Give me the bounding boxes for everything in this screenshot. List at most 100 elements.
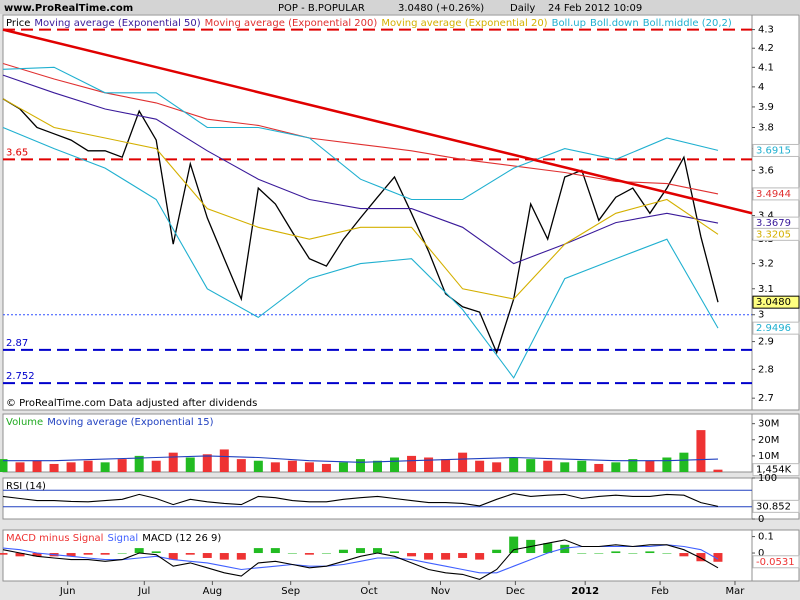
end-label: 3.6915 <box>756 145 791 156</box>
bar <box>492 549 502 554</box>
bar <box>492 462 502 472</box>
y-tick-label: 0 <box>758 548 764 559</box>
bar <box>407 455 417 472</box>
bar <box>458 452 468 472</box>
y-tick-label: 10M <box>758 451 779 462</box>
end-label-box <box>752 499 800 513</box>
bar <box>679 452 689 472</box>
bar <box>441 459 451 472</box>
trendline <box>2 28 753 215</box>
bar <box>355 548 365 554</box>
bar <box>270 548 280 554</box>
legend-entry: Boll.down <box>590 18 639 29</box>
end-label: 3.0480 <box>756 297 791 308</box>
y-tick-label: 3.8 <box>758 123 774 134</box>
bar <box>560 544 570 554</box>
bar <box>509 457 519 472</box>
panel <box>2 477 753 520</box>
bar <box>577 553 587 554</box>
series-line <box>2 98 719 355</box>
y-tick-label: 4 <box>758 82 764 93</box>
bar <box>117 553 127 554</box>
legend-entry: Boll.up <box>552 18 586 29</box>
end-label: 3.3679 <box>756 218 791 229</box>
bar <box>338 462 348 472</box>
x-tick-label: Jul <box>137 586 150 597</box>
y-tick-label: 3.2 <box>758 259 774 270</box>
panel <box>2 529 753 582</box>
bar <box>202 454 212 472</box>
bar <box>49 463 59 472</box>
bar <box>338 549 348 554</box>
end-label-box <box>752 295 800 309</box>
y-tick-label: 2.9 <box>758 337 774 348</box>
bar <box>168 553 178 560</box>
bar <box>15 462 25 472</box>
end-label: 2.9496 <box>756 323 791 334</box>
y-tick-label: 3.1 <box>758 284 774 295</box>
bar <box>475 553 485 560</box>
bar <box>441 553 451 560</box>
bar <box>321 553 331 554</box>
bar <box>15 553 25 557</box>
legend-entry: Volume <box>6 417 43 428</box>
bar <box>0 553 8 555</box>
bar <box>100 462 110 472</box>
bar <box>100 553 110 555</box>
y-tick-label: 2.7 <box>758 393 774 404</box>
bar <box>151 460 161 472</box>
bar <box>679 553 689 557</box>
bar <box>321 463 331 472</box>
bar <box>83 460 93 472</box>
x-tick-label: Aug <box>203 586 223 597</box>
legend-entry: RSI (14) <box>6 481 46 492</box>
end-label: -0.0531 <box>756 557 795 568</box>
bar <box>287 460 297 472</box>
y-tick-label: 0.1 <box>758 532 774 543</box>
bar <box>509 536 519 554</box>
bar <box>696 430 706 472</box>
legend-entry: Price <box>6 18 30 29</box>
bar <box>390 551 400 554</box>
bar <box>458 553 468 558</box>
bar <box>253 460 263 472</box>
bar <box>219 553 229 560</box>
bar <box>0 459 8 472</box>
level-label: 3.65 <box>6 147 28 158</box>
legend-entry: Moving average (Exponential 50) <box>34 18 200 29</box>
legend-entry: Boll.middle (20,2) <box>643 18 732 29</box>
y-tick-label: 3.9 <box>758 102 774 113</box>
legend-entry: MACD (12 26 9) <box>142 533 221 544</box>
timestamp: 24 Feb 2012 10:09 <box>548 3 642 14</box>
end-label-box <box>752 227 800 241</box>
end-label-box <box>752 463 800 477</box>
footnote: © ProRealTime.com Data adjusted after di… <box>6 398 257 409</box>
bar <box>253 548 263 554</box>
legend-entry: Moving average (Exponential 20) <box>381 18 547 29</box>
bar <box>475 460 485 472</box>
bar <box>66 462 76 472</box>
y-tick-label: 0 <box>758 514 764 525</box>
bar <box>594 463 604 472</box>
legend-entry: MACD minus Signal <box>6 533 103 544</box>
end-label-box <box>752 321 800 335</box>
y-tick-label: 3.4 <box>758 211 774 222</box>
x-tick-label: Jun <box>59 586 76 597</box>
bar <box>83 553 93 555</box>
series-line <box>2 493 719 507</box>
bar <box>696 553 706 562</box>
y-tick-label: 20M <box>758 435 779 446</box>
bar <box>594 553 604 554</box>
y-tick-label: 30M <box>758 419 779 430</box>
bar <box>185 457 195 472</box>
bar <box>304 553 314 555</box>
bar <box>407 553 417 557</box>
bar <box>560 462 570 472</box>
y-tick-label: 100 <box>758 473 777 484</box>
x-tick-label: 2012 <box>571 586 599 597</box>
bar <box>219 449 229 472</box>
bar <box>390 457 400 472</box>
bar <box>32 460 42 472</box>
series-line <box>2 539 719 580</box>
